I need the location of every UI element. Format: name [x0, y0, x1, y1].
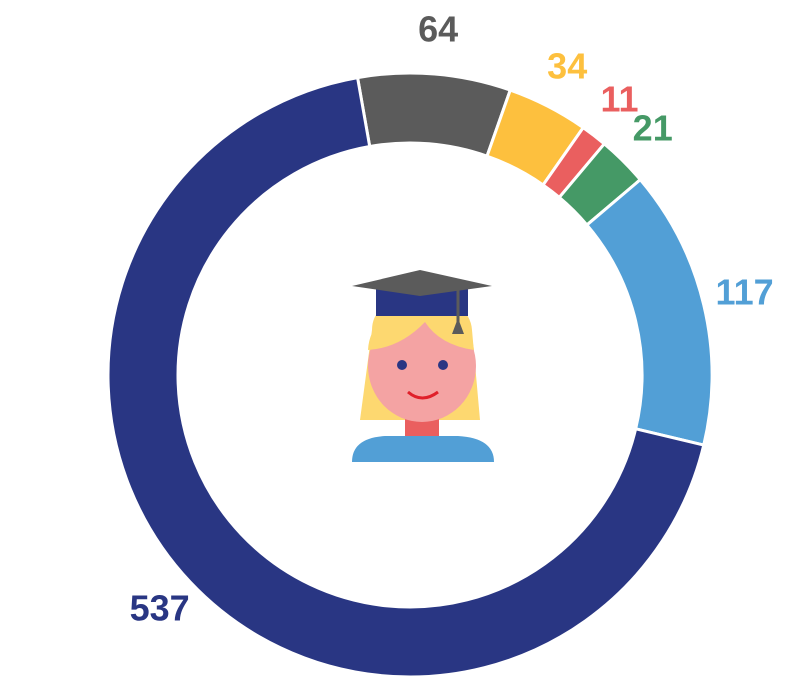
donut-segment	[106, 75, 706, 679]
data-label: 34	[547, 46, 587, 87]
data-label: 11	[601, 79, 639, 120]
data-label: 117	[716, 272, 774, 313]
data-label: 537	[130, 587, 190, 628]
donut	[106, 71, 714, 679]
graduate-icon	[352, 270, 494, 462]
donut-segment	[355, 71, 513, 159]
data-label: 21	[633, 108, 673, 149]
data-label: 64	[418, 9, 458, 50]
donut-segment	[584, 177, 714, 447]
